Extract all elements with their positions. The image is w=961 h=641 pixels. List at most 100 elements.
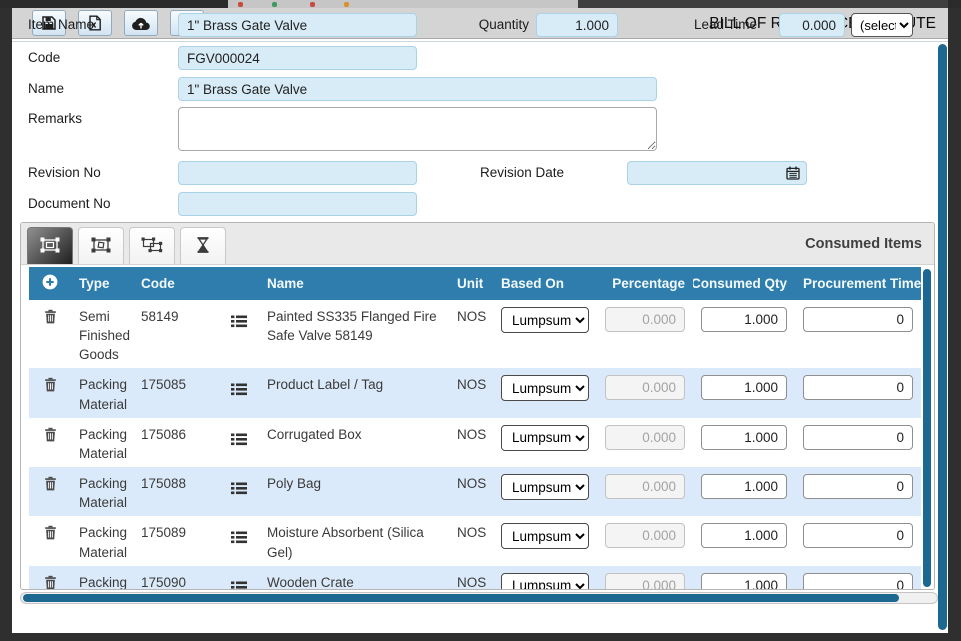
- save-icon: [41, 15, 57, 31]
- consumed-qty-input[interactable]: [701, 375, 787, 401]
- consumed-qty-input[interactable]: [701, 424, 787, 450]
- upload-button[interactable]: [124, 10, 158, 36]
- based-on-select[interactable]: Lumpsum: [501, 375, 589, 402]
- row-code: 175088: [141, 476, 187, 492]
- delete-row-button[interactable]: [44, 427, 57, 443]
- background-tab-strip: [228, 0, 578, 8]
- item-list-icon[interactable]: [231, 432, 247, 463]
- procurement-time-input[interactable]: [803, 424, 913, 450]
- panel-title: Consumed Items: [805, 236, 922, 252]
- export-excel-button[interactable]: [78, 10, 112, 36]
- tab-lead-time[interactable]: [180, 227, 226, 264]
- item-list-icon[interactable]: [231, 382, 247, 413]
- row-name: Product Label / Tag: [267, 377, 384, 393]
- row-code: 175085: [141, 377, 187, 393]
- horizontal-scrollbar-track[interactable]: [20, 592, 938, 604]
- delete-row-button[interactable]: [44, 575, 57, 589]
- object-group-icon: [40, 237, 60, 256]
- trash-icon: [44, 309, 57, 327]
- excel-file-icon: [87, 15, 103, 31]
- item-list-icon[interactable]: [231, 580, 247, 589]
- col-name[interactable]: Name: [267, 276, 304, 291]
- revision-no-input[interactable]: [178, 161, 417, 185]
- based-on-select[interactable]: Lumpsum: [501, 474, 589, 501]
- table-row: Packing Material 175086 Corrugated Box N…: [29, 417, 921, 468]
- document-no-label: Document No: [28, 196, 111, 211]
- item-name-input[interactable]: [178, 13, 417, 37]
- item-list-icon[interactable]: [231, 481, 247, 512]
- horizontal-scrollbar-thumb[interactable]: [23, 594, 899, 602]
- delete-row-button[interactable]: [44, 309, 57, 325]
- procurement-time-input[interactable]: [803, 572, 913, 589]
- calendar-icon[interactable]: [786, 166, 800, 183]
- tab-consumed-items[interactable]: [27, 227, 73, 264]
- table-row: Packing Material 175090 Wooden Crate NOS…: [29, 565, 921, 589]
- revision-date-input[interactable]: [627, 161, 807, 185]
- favicon-dot: [238, 2, 243, 7]
- favicon-dot: [344, 2, 349, 7]
- table-vertical-scrollbar[interactable]: [923, 269, 931, 587]
- delete-row-button[interactable]: [44, 525, 57, 541]
- consumed-qty-input[interactable]: [701, 572, 787, 589]
- quantity-input[interactable]: [536, 13, 618, 37]
- consumed-qty-input[interactable]: [701, 523, 787, 549]
- item-list-icon[interactable]: [231, 530, 247, 561]
- remarks-label: Remarks: [28, 111, 83, 126]
- based-on-select[interactable]: Lumpsum: [501, 307, 589, 333]
- save-button[interactable]: [32, 10, 66, 36]
- remarks-textarea[interactable]: [178, 107, 657, 151]
- page-vertical-scrollbar[interactable]: [938, 44, 947, 630]
- consumed-items-table: Type Code Name Unit Based On Percentage …: [29, 267, 921, 589]
- table-row: Packing Material 175088 Poly Bag NOS Lum…: [29, 467, 921, 517]
- code-input[interactable]: [178, 46, 417, 70]
- col-consumed-qty[interactable]: Consumed Qty: [693, 276, 787, 291]
- procurement-time-input[interactable]: [803, 375, 913, 401]
- based-on-select[interactable]: Lumpsum: [501, 523, 589, 550]
- consumed-qty-input[interactable]: [701, 307, 787, 332]
- delete-row-button[interactable]: [44, 377, 57, 393]
- item-list-icon[interactable]: [231, 314, 247, 364]
- hourglass-icon: [196, 236, 210, 256]
- col-code[interactable]: Code: [141, 276, 175, 291]
- col-type[interactable]: Type: [79, 276, 110, 291]
- table-header-row: Type Code Name Unit Based On Percentage …: [29, 267, 921, 300]
- row-type: Packing Material: [79, 525, 128, 560]
- percentage-input: [605, 375, 685, 401]
- row-unit: NOS: [457, 426, 487, 442]
- based-on-select[interactable]: Lumpsum: [501, 572, 589, 589]
- procurement-time-input[interactable]: [803, 523, 913, 549]
- row-type: Packing Material: [79, 377, 128, 412]
- row-unit: NOS: [457, 525, 487, 541]
- row-code: 58149: [141, 309, 179, 324]
- favicon-dot: [272, 2, 277, 7]
- revision-no-label: Revision No: [28, 165, 101, 180]
- col-based-on[interactable]: Based On: [501, 276, 565, 291]
- col-percentage[interactable]: Percentage: [612, 276, 685, 291]
- table-row: Semi Finished Goods 58149 Painted SS335 …: [29, 300, 921, 369]
- percentage-input: [605, 474, 685, 500]
- col-unit[interactable]: Unit: [457, 276, 484, 291]
- trash-icon: [44, 575, 57, 589]
- col-procurement-time[interactable]: Procurement Time (i: [803, 276, 921, 291]
- add-row-icon[interactable]: [42, 274, 58, 293]
- tab-alternate-items[interactable]: [78, 227, 124, 264]
- name-input[interactable]: [178, 77, 657, 101]
- trash-icon: [44, 378, 57, 395]
- lead-time-uom-select[interactable]: (select: [851, 13, 913, 37]
- procurement-time-input[interactable]: [803, 474, 913, 500]
- row-name: Painted SS335 Flanged Fire Safe Valve 58…: [267, 309, 437, 344]
- background-window-edge: [0, 0, 961, 8]
- tab-operations[interactable]: [129, 227, 175, 264]
- procurement-time-input[interactable]: [803, 307, 913, 332]
- document-no-input[interactable]: [178, 192, 417, 216]
- divider: [12, 41, 948, 42]
- percentage-input: [605, 523, 685, 549]
- background-window-titlebar: [578, 0, 948, 8]
- percentage-input: [605, 424, 685, 450]
- lead-time-input[interactable]: [779, 13, 845, 37]
- consumed-qty-input[interactable]: [701, 474, 787, 500]
- delete-row-button[interactable]: [44, 476, 57, 492]
- object-frame-icon: [91, 237, 111, 256]
- item-name-label: Item Name: [28, 17, 95, 32]
- based-on-select[interactable]: Lumpsum: [501, 424, 589, 451]
